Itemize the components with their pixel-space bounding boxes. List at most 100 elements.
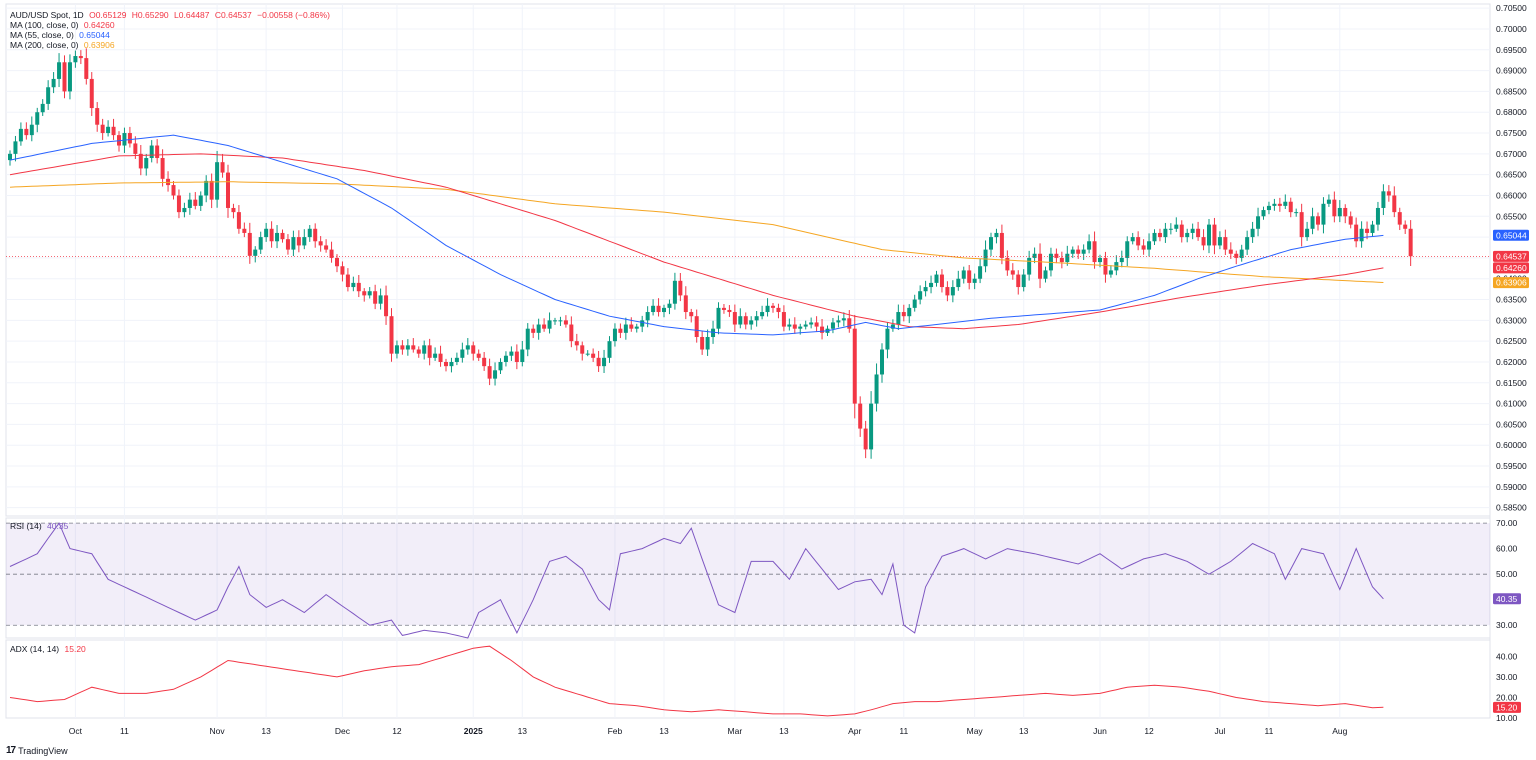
candle-body <box>329 249 334 258</box>
candle-body <box>563 320 568 325</box>
candle-body <box>727 309 732 313</box>
candle-body <box>95 108 100 125</box>
time-tick-label: Apr <box>848 726 861 736</box>
candle-body <box>569 324 574 342</box>
candle-body <box>503 355 508 362</box>
candle-body <box>89 78 94 109</box>
candle-body <box>918 291 923 300</box>
candle-body <box>1294 212 1299 214</box>
candle-body <box>1223 237 1228 250</box>
tradingview-logo-text: TradingView <box>18 745 68 756</box>
time-tick-label: May <box>967 726 984 736</box>
price-tick-label: 0.67000 <box>1496 149 1527 159</box>
candle-body <box>1245 237 1250 250</box>
candle-body <box>454 357 459 362</box>
candle-body <box>389 316 394 354</box>
price-tick-label: 0.62500 <box>1496 336 1527 346</box>
candle-body <box>1316 216 1320 225</box>
candle-body <box>558 320 563 322</box>
candle-body <box>84 58 89 79</box>
time-tick-label: Nov <box>210 726 226 736</box>
candle-body <box>803 324 808 327</box>
adx-legend: ADX (14, 14) 15.20 <box>10 644 89 654</box>
candle-body <box>645 312 650 321</box>
candle-body <box>1081 249 1086 254</box>
rsi-badge-label: 40.35 <box>1496 594 1518 604</box>
candle-body <box>1021 274 1026 288</box>
candle-body <box>536 324 541 333</box>
adx-badge-label: 15.20 <box>1496 702 1518 712</box>
candle-body <box>335 257 339 267</box>
ma55-label: MA (55, close, 0) <box>10 30 74 40</box>
time-tick-label: 13 <box>659 726 669 736</box>
candle-body <box>498 361 503 371</box>
candle-body <box>1032 253 1037 258</box>
time-tick-label: 2025 <box>464 726 483 736</box>
candle-body <box>1266 205 1271 211</box>
candle-body <box>1343 207 1348 217</box>
time-tick-label: 11 <box>120 726 129 736</box>
candle-body <box>1354 224 1359 242</box>
candle-body <box>749 320 754 325</box>
candle-body <box>820 326 825 333</box>
candle-body <box>253 249 258 256</box>
candle-body <box>296 237 301 246</box>
candle-body <box>226 172 230 208</box>
ma100-label: MA (100, close, 0) <box>10 20 79 30</box>
candle-body <box>149 145 154 159</box>
candle-body <box>46 87 51 104</box>
price-tick-label: 0.65500 <box>1496 211 1527 221</box>
price-tick-label: 0.66000 <box>1496 190 1527 200</box>
price-tick-label: 0.60500 <box>1496 419 1527 429</box>
candle-body <box>487 366 492 379</box>
candle-body <box>651 305 656 313</box>
candle-body <box>776 307 781 313</box>
ma55-legend: MA (55, close, 0) 0.65044 <box>10 30 113 40</box>
price-tick-label: 0.66500 <box>1496 170 1527 180</box>
candle-body <box>378 295 383 304</box>
candle-body <box>318 241 323 246</box>
candle-body <box>1065 253 1070 263</box>
change-value: −0.00558 (−0.86%) <box>257 10 330 20</box>
candle-body <box>836 320 841 323</box>
adx-tick-label: 40.00 <box>1496 651 1518 661</box>
candle-body <box>449 361 454 367</box>
candle-body <box>1299 212 1304 238</box>
candle-body <box>1163 228 1168 238</box>
candle-body <box>929 282 934 288</box>
candle-body <box>471 345 476 354</box>
price-tick-label: 0.68000 <box>1496 107 1527 117</box>
candle-body <box>901 312 906 317</box>
candle-body <box>209 180 214 200</box>
candle-body <box>700 337 705 350</box>
tradingview-logo[interactable]: 17 TradingView <box>6 745 68 756</box>
pane-frame <box>5 639 1491 719</box>
candle-body <box>732 312 737 325</box>
price-badge <box>1493 262 1529 274</box>
candle-body <box>144 158 149 169</box>
candle-body <box>35 112 40 125</box>
candle-body <box>438 353 443 362</box>
price-badge <box>1493 277 1529 289</box>
price-legend: AUD/USD Spot, 1D O0.65129 H0.65290 L0.64… <box>10 10 333 20</box>
price-badge-label: 0.64260 <box>1496 263 1527 273</box>
candle-body <box>880 349 884 375</box>
candle-body <box>482 357 487 367</box>
candle-body <box>1119 257 1124 263</box>
price-tick-label: 0.63000 <box>1496 315 1527 325</box>
candle-body <box>280 232 285 240</box>
candle-body <box>841 318 846 321</box>
candle-body <box>705 337 710 350</box>
candle-body <box>155 145 160 159</box>
candle-body <box>476 353 481 358</box>
candle-body <box>542 324 547 329</box>
ma100-line <box>9 153 1384 330</box>
candle-body <box>1196 228 1201 238</box>
candle-body <box>247 232 252 256</box>
price-badge-label: 0.65044 <box>1496 230 1527 240</box>
candle-body <box>896 312 901 325</box>
price-tick-label: 0.70500 <box>1496 3 1527 13</box>
candle-body <box>1125 241 1130 258</box>
rsi-tick-label: 60.00 <box>1496 544 1518 554</box>
